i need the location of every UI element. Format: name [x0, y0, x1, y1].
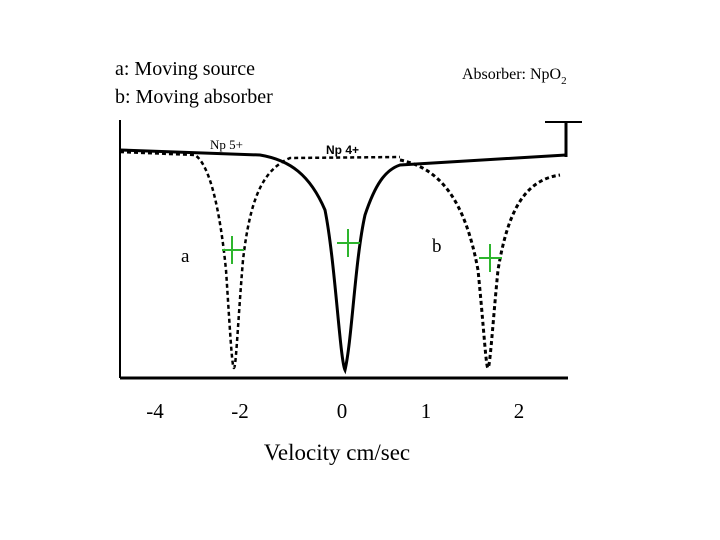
frame — [119, 120, 582, 380]
curve-label: a — [181, 246, 190, 267]
cross-marker — [222, 236, 244, 264]
dashed-spectrum-a — [119, 150, 401, 370]
absorber-label: Absorber: NpO2 — [462, 66, 567, 87]
legend-line: b: Moving absorber — [115, 86, 273, 108]
cross-marker — [479, 244, 502, 272]
x-tick-label: 2 — [514, 399, 525, 423]
x-ticks: -4 -2 0 1 2 — [146, 399, 524, 423]
legend-line: a: Moving source — [115, 58, 255, 80]
x-tick-label: 0 — [337, 399, 348, 423]
x-tick-label: -4 — [146, 399, 164, 423]
absorber-text: Absorber: NpO — [462, 66, 561, 83]
cross-marker — [337, 229, 360, 257]
x-tick-label: 1 — [421, 399, 432, 423]
peak-label: Np 4+ — [326, 143, 359, 157]
x-tick-label: -2 — [231, 399, 249, 423]
peak-label: Np 5+ — [210, 137, 243, 152]
x-axis-label: Velocity cm/sec — [264, 440, 410, 465]
dashed-spectrum-b — [399, 158, 561, 370]
markers — [222, 229, 502, 272]
absorber-subscript: 2 — [561, 75, 567, 87]
curve-label: b — [432, 236, 442, 257]
solid-spectrum — [119, 148, 567, 375]
